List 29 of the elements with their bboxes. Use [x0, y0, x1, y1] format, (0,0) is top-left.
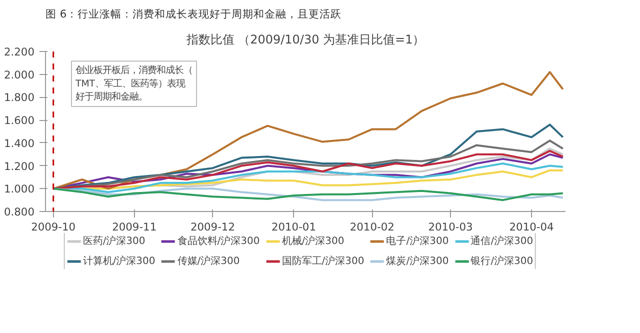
x-tick-label: 2010-03	[428, 220, 473, 234]
legend-label: 国防军工/沪深300	[282, 254, 364, 268]
chart-subtitle: 指数比值 （2009/10/30 为基准日比值=1）	[185, 32, 425, 46]
legend-label: 医药/沪深300	[82, 234, 146, 248]
y-tick-label: 1.400	[4, 136, 35, 150]
legend-label: 煤炭/沪深300	[386, 254, 449, 268]
x-tick-label: 2009-11	[112, 220, 157, 234]
legend-label: 传媒/沪深300	[177, 254, 240, 268]
legend-label: 食品饮料/沪深300	[177, 234, 260, 248]
legend-label: 电子/沪深300	[386, 234, 449, 248]
y-tick-label: 1.600	[4, 114, 35, 128]
y-tick-label: 2.000	[4, 68, 35, 82]
annotation: 创业板开板后，消费和成长（TMT、军工、医药等）表现好于周期和金融。	[74, 65, 192, 102]
x-tick-label: 2009-10	[31, 220, 76, 234]
y-tick-label: 2.200	[4, 46, 35, 58]
legend-label: 银行/沪深300	[470, 254, 534, 268]
x-tick-label: 2010-04	[509, 220, 554, 234]
y-tick-label: 1.200	[4, 160, 35, 173]
y-tick-label: 0.800	[4, 206, 35, 218]
legend-label: 计算机/沪深300	[82, 254, 156, 268]
legend-label: 机械/沪深300	[282, 234, 344, 248]
chart-title: 图 6：行业涨幅：消费和成长表现好于周期和金融，且更活跃	[46, 8, 342, 20]
x-tick-label: 2010-01	[271, 220, 316, 234]
y-tick-label: 1.800	[4, 91, 35, 104]
x-tick-label: 2010-02	[350, 220, 394, 234]
legend-label: 通信/沪深300	[470, 234, 534, 248]
y-tick-label: 1.000	[4, 182, 35, 196]
x-tick-label: 2009-12	[190, 220, 236, 234]
line-series	[52, 188, 564, 202]
